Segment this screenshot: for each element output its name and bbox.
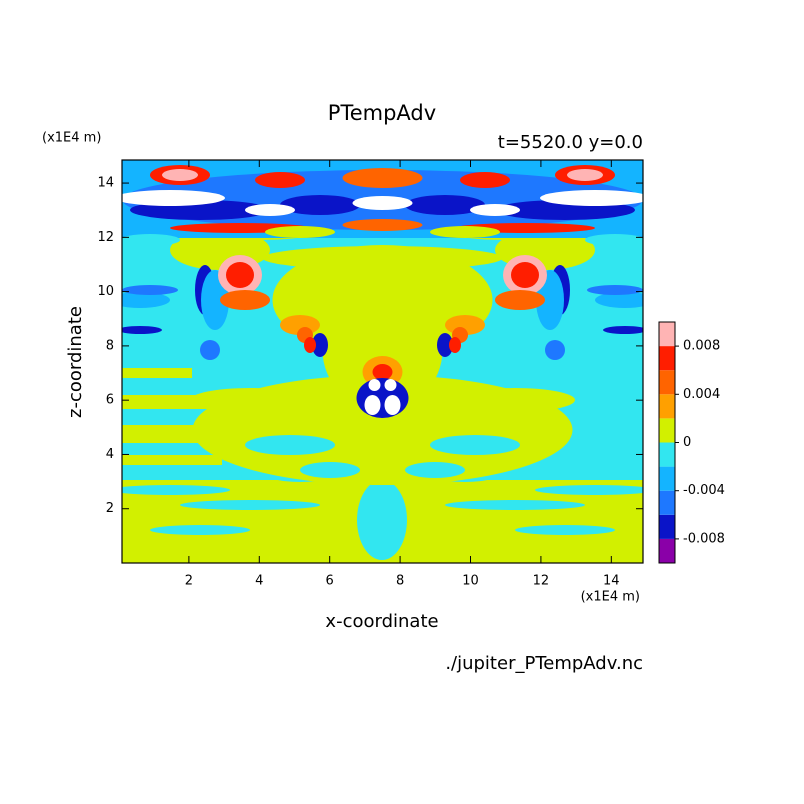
- contour-region: [122, 285, 178, 295]
- contour-region: [122, 425, 242, 443]
- colorbar-box: [659, 442, 675, 467]
- colorbar-box: [659, 346, 675, 371]
- contour-region: [455, 388, 575, 412]
- y-unit: (x1E4 m): [42, 131, 101, 146]
- contour-region: [122, 395, 212, 409]
- contour-region: [304, 337, 316, 353]
- colorbar-box: [659, 490, 675, 515]
- contour-region: [190, 388, 310, 412]
- y-tick-label: 2: [106, 501, 114, 516]
- x-tick-label: 10: [462, 574, 479, 589]
- contour-region: [342, 219, 423, 231]
- contour-region: [384, 379, 397, 391]
- contour-region: [180, 500, 320, 510]
- contour-region: [262, 246, 503, 270]
- contour-region: [585, 234, 643, 246]
- y-tick-label: 12: [97, 230, 114, 245]
- contour-region: [372, 364, 393, 380]
- contour-region: [122, 190, 225, 206]
- contour-region: [220, 290, 270, 310]
- contour-region: [122, 326, 162, 334]
- contour-region: [595, 292, 643, 308]
- contour-region: [312, 333, 328, 357]
- contour-region: [162, 169, 198, 181]
- contour-region: [245, 204, 295, 216]
- x-axis-label: x-coordinate: [325, 611, 438, 632]
- contour-region: [603, 326, 643, 334]
- contour-region: [587, 285, 643, 295]
- contour-region: [460, 172, 510, 188]
- y-tick-label: 8: [106, 338, 114, 353]
- y-tick-label: 6: [106, 393, 114, 408]
- contour-region: [567, 169, 603, 181]
- contour-region: [122, 292, 170, 308]
- contour-region: [255, 172, 305, 188]
- contour-region: [200, 340, 220, 360]
- colorbar-tick-label: -0.008: [683, 531, 725, 546]
- contour-region: [540, 190, 643, 206]
- file-name: ./jupiter_PTempAdv.nc: [445, 653, 643, 674]
- contour-region: [226, 262, 254, 288]
- x-tick-label: 12: [533, 574, 550, 589]
- y-tick-label: 4: [106, 447, 114, 462]
- contour-region: [265, 226, 335, 238]
- contour-region: [535, 485, 643, 495]
- contour-region: [430, 435, 520, 455]
- colorbar-box: [659, 370, 675, 395]
- y-tick-label: 10: [97, 284, 114, 299]
- contour-region: [322, 290, 443, 410]
- contour-region: [405, 195, 485, 215]
- x-tick-label: 2: [185, 574, 193, 589]
- contour-region: [364, 395, 381, 415]
- colorbar-box: [659, 466, 675, 491]
- contour-region: [300, 462, 360, 478]
- contour-region: [245, 435, 335, 455]
- y-axis-label: z-coordinate: [65, 306, 86, 418]
- colorbar-tick-label: 0.004: [683, 387, 720, 402]
- colorbar-box: [659, 322, 675, 347]
- contour-region: [356, 378, 409, 418]
- contour-region: [545, 340, 565, 360]
- contour-region: [150, 525, 250, 535]
- contour-region: [122, 234, 180, 246]
- contour-region: [352, 196, 413, 210]
- contour-region: [342, 168, 423, 188]
- contour-region: [357, 480, 407, 560]
- colorbar-tick-label: 0: [683, 435, 691, 450]
- contour-region: [430, 226, 500, 238]
- x-tick-label: 8: [396, 574, 404, 589]
- colorbar-tick-label: 0.008: [683, 339, 720, 354]
- contour-field: [122, 160, 643, 563]
- chart-title: PTempAdv: [328, 101, 436, 125]
- colorbar-box: [659, 538, 675, 563]
- colorbar-box: [659, 394, 675, 419]
- contour-region: [511, 262, 539, 288]
- x-tick-label: 6: [326, 574, 334, 589]
- contour-region: [445, 500, 585, 510]
- y-tick-label: 14: [97, 176, 114, 191]
- colorbar-box: [659, 514, 675, 539]
- contour-region: [384, 395, 401, 415]
- contour-region: [449, 337, 461, 353]
- chart-subtitle: t=5520.0 y=0.0: [498, 132, 643, 153]
- contour-region: [280, 195, 360, 215]
- colorbar-tick-label: -0.004: [683, 483, 725, 498]
- x-unit: (x1E4 m): [581, 590, 640, 605]
- plot-frame: [121, 159, 644, 564]
- contour-region: [122, 368, 192, 378]
- contour-region: [495, 290, 545, 310]
- contour-region: [405, 462, 465, 478]
- contour-region: [437, 333, 453, 357]
- contour-region: [122, 485, 230, 495]
- x-tick-label: 14: [603, 574, 620, 589]
- contour-region: [122, 455, 222, 465]
- x-tick-label: 4: [255, 574, 263, 589]
- contour-region: [368, 379, 381, 391]
- colorbar-box: [659, 418, 675, 443]
- contour-region: [470, 204, 520, 216]
- contour-region: [515, 525, 615, 535]
